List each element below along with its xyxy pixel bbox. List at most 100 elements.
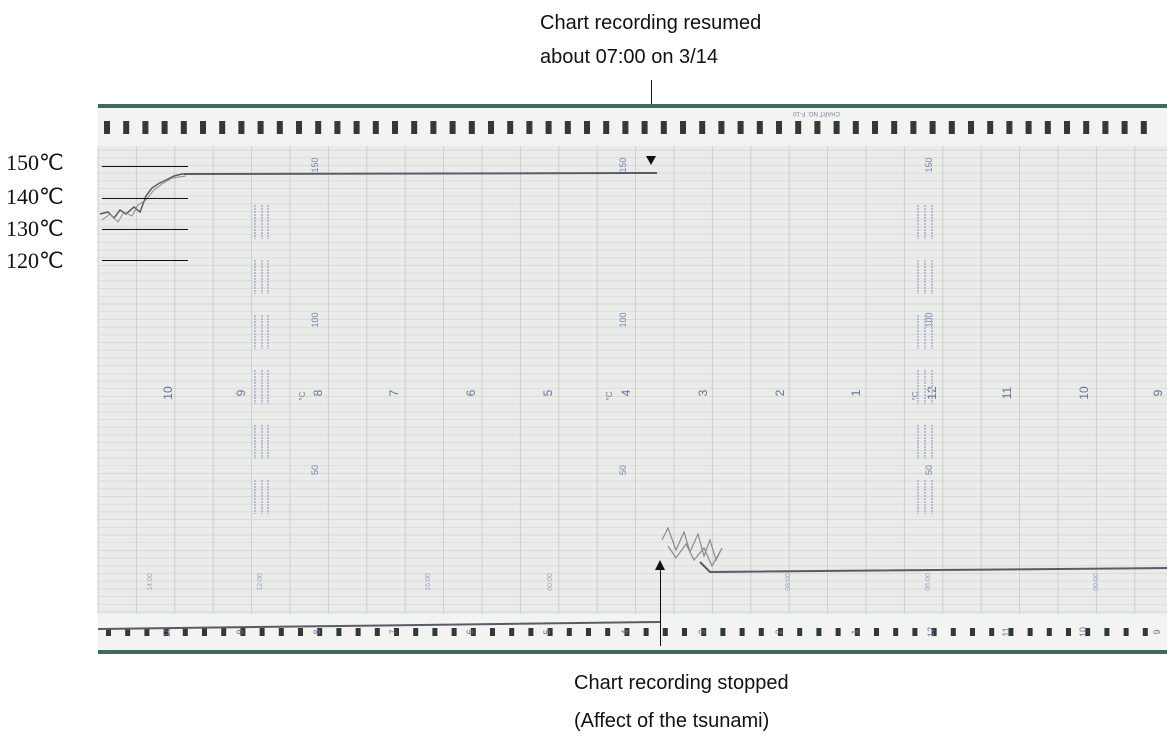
perforation-hole-top <box>1102 121 1109 134</box>
hour-label-bottom: 4 <box>620 629 630 634</box>
perforation-hole-top <box>1140 121 1147 134</box>
perforation-hole-bottom <box>701 628 707 636</box>
perforation-hole-top <box>987 121 994 134</box>
perforation-hole-top <box>468 121 475 134</box>
perforation-hole-bottom <box>336 628 342 636</box>
perforation-hole-top <box>161 121 168 134</box>
time-stamp: 16:00 <box>425 573 432 591</box>
perforation-hole-top <box>756 121 763 134</box>
annotation-resumed-line2: about 07:00 on 3/14 <box>540 46 718 68</box>
hour-label: 8 <box>311 389 325 396</box>
annotation-stopped-line1: Chart recording stopped <box>574 672 789 694</box>
perforation-hole-bottom <box>355 628 361 636</box>
time-stamp: 12:00 <box>257 573 264 591</box>
perforation-hole-top <box>200 121 206 134</box>
arrowhead-stopped <box>655 560 665 570</box>
paper-bottom-edge <box>98 650 1167 654</box>
hour-label-bottom: 9 <box>1152 629 1162 634</box>
chart-header-text: CHART NO. F-10 <box>793 110 840 116</box>
perforation-hole-top <box>718 121 725 134</box>
hour-label-bottom: 5 <box>542 629 552 634</box>
temp-line-130 <box>102 229 188 230</box>
perforation-hole-bottom <box>1142 628 1148 636</box>
perforation-hole-bottom <box>835 628 841 636</box>
perforation-hole-bottom <box>451 628 457 636</box>
scale-label: 50 <box>618 465 628 475</box>
hour-label: 6 <box>464 389 478 396</box>
perforation-hole-top <box>1083 121 1090 134</box>
perforation-hole-top <box>641 121 648 134</box>
perforation-hole-bottom <box>1046 628 1052 636</box>
scale-label: 150 <box>310 157 320 172</box>
perforation-hole-top <box>180 121 187 134</box>
perforation-hole-bottom <box>778 628 783 636</box>
temp-label-130: 130℃ <box>6 216 64 241</box>
perforation-hole-top <box>660 121 667 134</box>
unit-label: °C <box>298 391 307 400</box>
perforation-hole-bottom <box>221 628 227 636</box>
hour-label: 5 <box>541 389 555 396</box>
perforation-hole-top <box>238 121 245 134</box>
perforation-hole-bottom <box>797 628 803 636</box>
time-stamp: 00:00 <box>547 573 554 591</box>
hour-label-bottom: 9 <box>235 629 245 634</box>
unit-label: °C <box>605 391 614 400</box>
temp-line-150 <box>102 166 188 167</box>
perforation-band-bottom <box>98 614 1167 650</box>
perforation-hole-top <box>948 121 955 134</box>
temp-line-120 <box>102 260 188 261</box>
unit-label: °C <box>911 391 920 400</box>
perforation-hole-bottom <box>1027 628 1033 636</box>
perforation-hole-bottom <box>528 628 534 636</box>
perforation-hole-top <box>776 121 782 134</box>
perforation-hole-top <box>392 121 398 134</box>
scale-label: 50 <box>924 465 934 475</box>
perforation-hole-top <box>622 121 629 134</box>
perforation-hole-bottom <box>874 628 879 636</box>
perforation-hole-bottom <box>893 628 899 636</box>
perforation-hole-bottom <box>278 628 284 636</box>
perforation-hole-top <box>795 121 802 134</box>
perforation-hole-bottom <box>1008 628 1014 636</box>
lower-trace-before-stop <box>97 621 661 630</box>
perforation-hole-bottom <box>682 628 687 636</box>
perforation-hole-top <box>488 121 494 134</box>
perforation-hole-bottom <box>950 628 956 636</box>
perforation-hole-top <box>276 121 283 134</box>
perforation-hole-bottom <box>182 628 188 636</box>
perforation-hole-top <box>680 121 686 134</box>
perforation-hole-top <box>526 121 533 134</box>
arrowhead-resumed <box>646 156 656 165</box>
perforation-hole-bottom <box>547 628 553 636</box>
hour-label: 2 <box>773 389 787 396</box>
hour-label-bottom: 7 <box>388 629 398 634</box>
perforation-hole-top <box>334 121 341 134</box>
perforation-hole-bottom <box>912 628 918 636</box>
perforation-hole-top <box>584 121 590 134</box>
annotation-stopped-line2: (Affect of the tsunami) <box>574 710 770 732</box>
perforation-hole-bottom <box>931 628 937 636</box>
perforation-hole-top <box>296 121 302 134</box>
perforation-hole-bottom <box>854 628 860 636</box>
hour-label: 7 <box>387 389 401 396</box>
perforation-hole-bottom <box>662 628 668 636</box>
perforation-hole-bottom <box>605 628 611 636</box>
temp-label-150: 150℃ <box>6 150 64 175</box>
perforation-hole-bottom <box>739 628 745 636</box>
perforation-hole-bottom <box>1123 628 1129 636</box>
perforation-hole-bottom <box>566 628 572 636</box>
perforation-hole-top <box>872 121 878 134</box>
hour-label: 4 <box>619 389 633 396</box>
perforation-hole-top <box>142 121 149 134</box>
perforation-hole-bottom <box>144 628 150 636</box>
perforation-hole-bottom <box>240 628 246 636</box>
perforation-hole-bottom <box>624 628 630 636</box>
hour-label: 10 <box>161 386 175 400</box>
hour-label: 9 <box>1151 389 1165 396</box>
perforation-hole-bottom <box>970 628 975 636</box>
perforation-hole-top <box>737 121 744 134</box>
perforation-hole-bottom <box>1066 628 1071 636</box>
perforation-hole-top <box>814 121 821 134</box>
perforation-hole-top <box>430 121 437 134</box>
perforation-hole-top <box>1064 121 1070 134</box>
